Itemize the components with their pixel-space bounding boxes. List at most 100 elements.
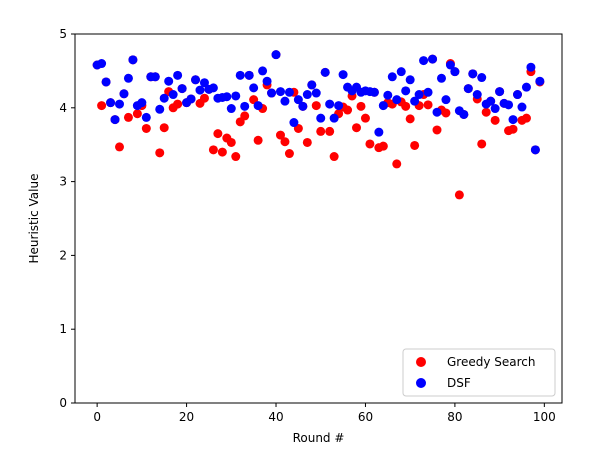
point-dsf (472, 90, 482, 100)
point-dsf (235, 70, 245, 80)
point-greedy-search (477, 139, 487, 149)
point-greedy-search (490, 115, 500, 125)
point-greedy-search (231, 152, 241, 162)
point-dsf (244, 70, 254, 80)
point-dsf (428, 54, 438, 64)
point-dsf (530, 145, 540, 155)
point-dsf (275, 87, 285, 97)
point-dsf (369, 87, 379, 97)
y-tick-label: 3 (59, 175, 67, 189)
data-points (92, 50, 545, 200)
point-dsf (432, 107, 442, 117)
x-tick-label: 60 (358, 410, 373, 424)
x-axis-ticks: 0 20 40 60 80 100 (93, 403, 556, 424)
legend-label-greedy-search: Greedy Search (447, 355, 536, 369)
plot-frame (74, 33, 563, 404)
point-greedy-search (481, 107, 491, 117)
point-dsf (521, 82, 531, 92)
point-dsf (150, 72, 160, 82)
point-greedy-search (356, 101, 366, 111)
point-dsf (280, 96, 290, 106)
point-dsf (419, 56, 429, 66)
point-dsf (508, 115, 518, 125)
point-greedy-search (410, 140, 420, 150)
point-dsf (186, 94, 196, 104)
point-greedy-search (343, 105, 353, 115)
point-greedy-search (208, 145, 218, 155)
point-dsf (114, 99, 124, 109)
point-dsf (289, 118, 299, 128)
point-greedy-search (114, 142, 124, 152)
point-greedy-search (217, 147, 227, 157)
point-greedy-search (392, 159, 402, 169)
point-dsf (387, 72, 397, 82)
point-greedy-search (240, 111, 250, 121)
point-greedy-search (316, 126, 326, 136)
legend-marker-dsf (416, 378, 426, 388)
point-dsf (383, 90, 393, 100)
point-dsf (325, 99, 335, 109)
point-dsf (123, 73, 133, 83)
legend-box (402, 348, 556, 397)
point-dsf (410, 96, 420, 106)
point-dsf (284, 87, 294, 97)
point-greedy-search (159, 123, 169, 133)
point-dsf (334, 101, 344, 111)
point-dsf (423, 87, 433, 97)
point-dsf (101, 77, 111, 87)
point-dsf (459, 109, 469, 119)
point-dsf (253, 101, 263, 111)
point-dsf (504, 100, 514, 110)
point-greedy-search (280, 137, 290, 147)
point-dsf (526, 62, 536, 72)
point-dsf (208, 83, 218, 93)
x-tick-label: 100 (533, 410, 556, 424)
point-dsf (513, 90, 523, 100)
point-dsf (168, 90, 178, 100)
point-dsf (414, 90, 424, 100)
point-dsf (298, 101, 308, 111)
point-dsf (311, 88, 321, 98)
point-greedy-search (521, 113, 531, 123)
point-dsf (477, 73, 487, 83)
point-greedy-search (123, 112, 133, 122)
point-greedy-search (173, 99, 183, 109)
point-greedy-search (365, 139, 375, 149)
y-axis-ticks: 0 1 2 3 4 5 (59, 27, 75, 410)
point-greedy-search (199, 93, 209, 103)
point-greedy-search (432, 125, 442, 135)
point-dsf (177, 84, 187, 94)
x-tick-label: 80 (447, 410, 462, 424)
point-greedy-search (253, 135, 263, 145)
point-dsf (258, 66, 268, 76)
point-dsf (128, 55, 138, 65)
point-greedy-search (284, 149, 294, 159)
x-axis-label: Round # (293, 431, 345, 445)
point-greedy-search (329, 152, 339, 162)
point-dsf (137, 98, 147, 108)
point-dsf (271, 50, 281, 60)
point-greedy-search (423, 100, 433, 110)
point-dsf (240, 101, 250, 111)
point-dsf (267, 88, 277, 98)
point-dsf (463, 84, 473, 94)
point-greedy-search (401, 101, 411, 111)
x-tick-label: 40 (268, 410, 283, 424)
legend-marker-greedy-search (416, 357, 426, 367)
y-tick-label: 0 (59, 396, 67, 410)
point-greedy-search (213, 129, 223, 139)
point-greedy-search (454, 190, 464, 200)
point-dsf (249, 83, 259, 93)
point-dsf (374, 127, 384, 137)
point-dsf (119, 89, 129, 99)
point-dsf (199, 78, 209, 88)
point-greedy-search (132, 109, 142, 119)
point-greedy-search (155, 148, 165, 158)
point-dsf (535, 76, 545, 86)
axes (74, 33, 563, 404)
point-dsf (517, 102, 527, 112)
point-dsf (338, 70, 348, 80)
point-dsf (307, 80, 317, 90)
point-dsf (490, 104, 500, 114)
